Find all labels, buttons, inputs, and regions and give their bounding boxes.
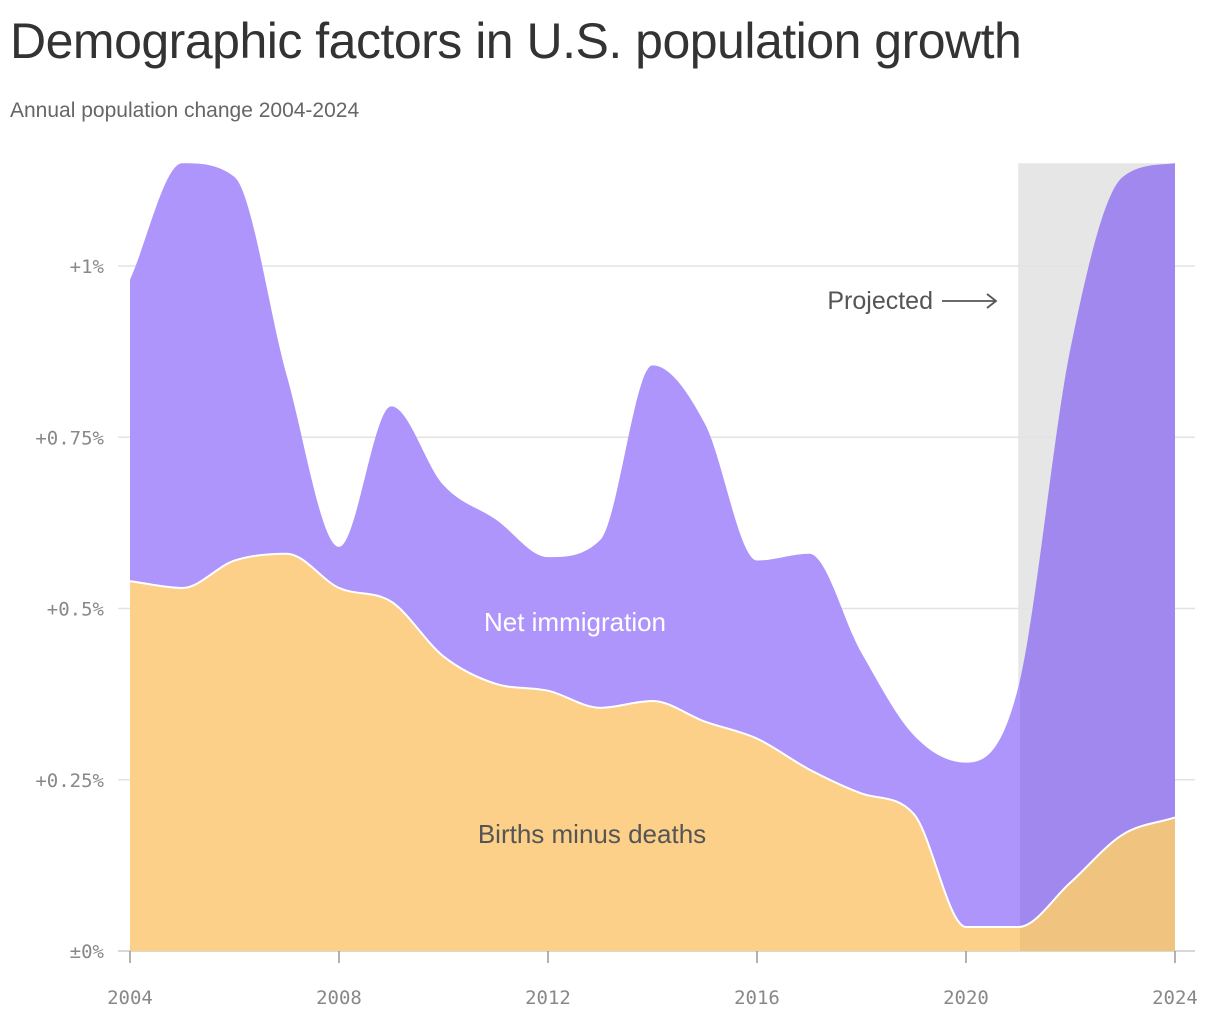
x-tick-label: 2016 (734, 987, 780, 1009)
y-tick-label: +1% (70, 256, 105, 278)
y-axis: ±0% +0.25% +0.5% +0.75% +1% (35, 256, 104, 963)
projected-arrow-icon (942, 293, 998, 309)
x-tick-label: 2012 (525, 987, 571, 1009)
x-tick-label: 2024 (1152, 987, 1198, 1009)
area-births-minus-deaths-hist (130, 553, 1020, 951)
series-label-births-minus-deaths: Births minus deaths (478, 819, 706, 849)
y-tick-label: +0.75% (35, 427, 104, 449)
area-births-minus-deaths-proj (1020, 817, 1175, 951)
chart-subtitle: Annual population change 2004-2024 (10, 99, 360, 122)
series-label-net-immigration: Net immigration (484, 607, 666, 637)
chart-title: Demographic factors in U.S. population g… (10, 13, 1022, 69)
y-tick-label: +0.25% (35, 770, 104, 792)
area-net-immigration-proj (1020, 163, 1175, 951)
x-tick-label: 2020 (943, 987, 989, 1009)
area-series (129, 163, 1176, 951)
x-tick-label: 2008 (316, 987, 362, 1009)
y-tick-label: +0.5% (47, 599, 105, 621)
x-axis: 2004 2008 2012 2016 2020 2024 (107, 951, 1198, 1009)
series-boundary-line (129, 552, 1176, 929)
projected-annotation: Projected (827, 287, 933, 315)
x-tick-label: 2004 (107, 987, 153, 1009)
y-tick-label: ±0% (70, 941, 105, 963)
